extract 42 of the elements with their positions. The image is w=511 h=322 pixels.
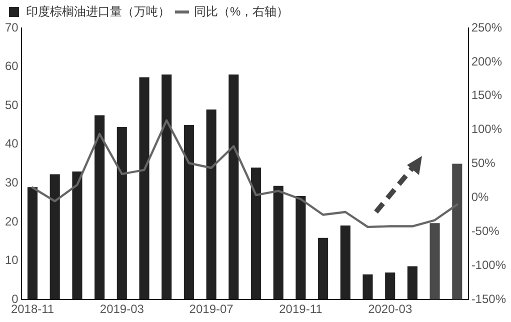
y2-tick-label: -50% — [471, 224, 500, 238]
bar — [362, 274, 373, 300]
bar — [116, 126, 127, 300]
y2-tick-label: 250% — [471, 20, 502, 34]
y-tick-label: 10 — [4, 253, 19, 268]
bar — [340, 225, 350, 300]
bar — [318, 238, 328, 300]
y-tick-label: 50 — [4, 98, 19, 112]
bar — [273, 186, 284, 300]
bar — [72, 172, 82, 300]
bar — [27, 187, 38, 300]
y2-tick-label: 0% — [471, 190, 489, 204]
x-tick-label: 2019-11 — [279, 302, 323, 316]
bar — [250, 168, 262, 300]
y-tick-label: 30 — [4, 176, 19, 190]
x-tick-label: 2019-03 — [100, 302, 144, 316]
bar — [184, 125, 194, 300]
y-tick-label: 20 — [4, 214, 19, 228]
legend-label: 同比（%，右轴） — [194, 4, 289, 18]
bar — [94, 115, 105, 300]
bar — [452, 164, 462, 300]
bar — [162, 74, 172, 300]
y-tick-label: 70 — [4, 20, 19, 34]
x-tick-label: 2019-07 — [189, 302, 234, 316]
bar — [430, 223, 440, 300]
bar — [50, 174, 60, 300]
y2-tick-label: 200% — [471, 54, 502, 68]
x-tick-label: 2020-03 — [368, 302, 412, 316]
bar — [139, 77, 150, 300]
y2-tick-label: 50% — [471, 156, 496, 170]
y2-tick-label: 100% — [471, 122, 502, 136]
bar — [296, 196, 306, 300]
legend-label: 印度棕榈油进口量（万吨） — [26, 4, 170, 18]
y2-tick-label: 150% — [471, 88, 502, 102]
bar — [407, 266, 418, 300]
y2-tick-label: -100% — [471, 258, 506, 272]
y-tick-label: 60 — [4, 59, 19, 74]
bar — [385, 272, 396, 300]
y-tick-label: 40 — [4, 136, 19, 151]
bar — [228, 74, 239, 300]
y2-tick-label: -150% — [471, 292, 506, 306]
bar — [206, 109, 216, 300]
